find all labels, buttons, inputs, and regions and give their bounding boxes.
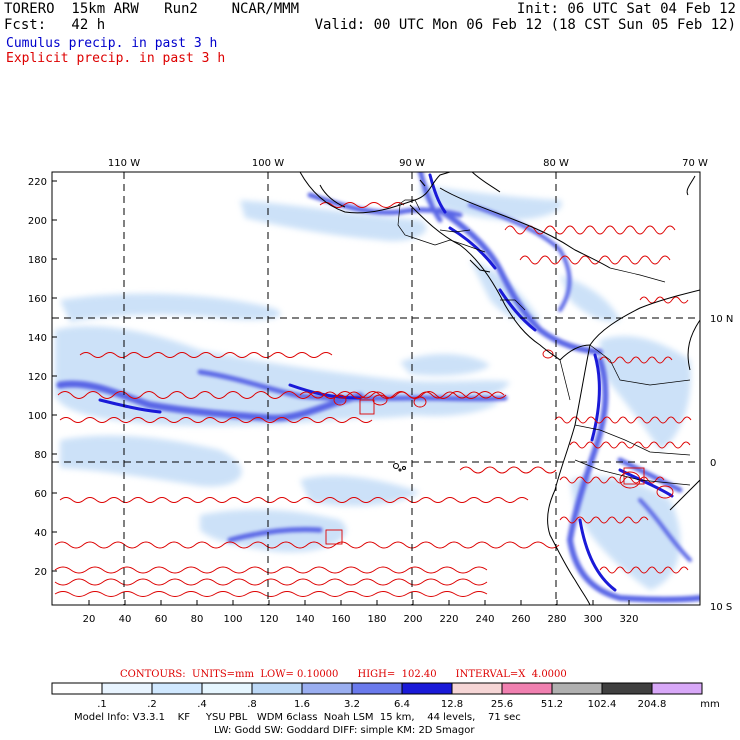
model-info: Model Info: V3.3.1 KF YSU PBL WDM 6class…: [74, 712, 521, 723]
colorbar-label: .8: [247, 699, 257, 710]
x-tick-label: 80: [191, 614, 204, 625]
map-frame-border: [51, 171, 701, 606]
colorbar-label: 6.4: [394, 699, 410, 710]
cumulus-precip-light: [55, 185, 691, 590]
contours-info: CONTOURS: UNITS=mm LOW= 0.10000 HIGH= 10…: [120, 669, 567, 680]
x-tick-label: 280: [547, 614, 566, 625]
colorbar-label: 1.6: [294, 699, 310, 710]
colorbar-swatch: [651, 682, 703, 695]
colorbar-label: 25.6: [491, 699, 513, 710]
init-time: Init: 06 UTC Sat 04 Feb 12: [516, 1, 736, 17]
colorbar-swatch: [51, 682, 103, 695]
lon-label: 100 W: [252, 158, 284, 169]
lat-label: 0: [710, 458, 716, 469]
x-tick-label: 60: [155, 614, 168, 625]
contours-interval: INTERVAL=X 4.0000: [455, 669, 567, 680]
colorbar-swatch: [351, 682, 403, 695]
field-label-explicit: Explicit precip. in past 3 h: [6, 51, 226, 66]
valid-time: Valid: 00 UTC Mon 06 Feb 12 (18 CST Sun …: [314, 17, 736, 33]
colorbar-swatch: [101, 682, 153, 695]
field-label-cumulus: Cumulus precip. in past 3 h: [6, 36, 218, 51]
y-tick-label: 160: [28, 294, 47, 305]
colorbar-label: .1: [97, 699, 107, 710]
colorbar-swatch: [251, 682, 303, 695]
colorbar-label: 12.8: [441, 699, 463, 710]
x-tick-label: 120: [259, 614, 278, 625]
colorbar-swatch: [551, 682, 603, 695]
y-tick-label: 220: [28, 177, 47, 188]
x-tick-label: 20: [83, 614, 96, 625]
x-tick-label: 220: [439, 614, 458, 625]
x-tick-label: 320: [619, 614, 638, 625]
y-tick-label: 200: [28, 216, 47, 227]
x-tick-label: 160: [331, 614, 350, 625]
colorbar-label: .4: [197, 699, 207, 710]
colorbar-swatch: [401, 682, 453, 695]
lon-label: 110 W: [108, 158, 140, 169]
lon-label: 80 W: [543, 158, 569, 169]
contours-label: CONTOURS:: [120, 669, 186, 680]
colorbar: .1 .2 .4 .8 1.6 3.2 6.4 12.8 25.6 51.2 102.4 204.8 m…: [51, 682, 720, 710]
lon-label: 90 W: [399, 158, 425, 169]
x-tick-label: 180: [367, 614, 386, 625]
colorbar-label: .2: [147, 699, 157, 710]
colorbar-label: 102.4: [588, 699, 617, 710]
colorbar-swatch: [151, 682, 203, 695]
x-tick-label: 140: [295, 614, 314, 625]
x-tick-label: 200: [403, 614, 422, 625]
colorbar-unit: mm: [700, 699, 719, 710]
colorbar-label: 204.8: [638, 699, 667, 710]
colorbar-label: 3.2: [344, 699, 360, 710]
y-tick-label: 80: [34, 450, 47, 461]
explicit-precip-contours: [54, 202, 692, 597]
x-tick-label: 240: [475, 614, 494, 625]
x-tick-label: 100: [223, 614, 242, 625]
contours-low: LOW= 0.10000: [260, 669, 339, 680]
x-tick-label: 300: [583, 614, 602, 625]
lat-label: 10 N: [710, 314, 733, 325]
country-borders: [397, 199, 691, 486]
y-tick-label: 180: [28, 255, 47, 266]
y-tick-label: 40: [34, 528, 47, 539]
forecast-hour: Fcst: 42 h: [4, 17, 106, 33]
colorbar-swatch: [601, 682, 653, 695]
x-tick-label: 40: [119, 614, 132, 625]
cumulus-precip-core: [98, 173, 674, 592]
colorbar-swatch: [201, 682, 253, 695]
model-title: TORERO 15km ARW Run2 NCAR/MMM: [4, 1, 300, 17]
y-tick-label: 20: [34, 567, 47, 578]
contours-high: HIGH= 102.40: [357, 669, 437, 680]
y-tick-label: 60: [34, 489, 47, 500]
x-tick-label: 260: [511, 614, 530, 625]
colorbar-swatch: [301, 682, 353, 695]
axis-ticks: 220 200 180 160 140 120 100 80 60 40 20 20 40 60 80 100…: [28, 158, 733, 625]
physics-info: LW: Godd SW: Goddard DIFF: simple KM: 2D…: [214, 725, 475, 736]
lat-label: 10 S: [710, 602, 732, 613]
colorbar-swatch: [501, 682, 553, 695]
coastlines: [299, 172, 700, 605]
lon-label: 70 W: [682, 158, 708, 169]
contours-units: UNITS=mm: [192, 669, 255, 680]
y-tick-label: 100: [28, 411, 47, 422]
y-tick-label: 140: [28, 333, 47, 344]
colorbar-label: 51.2: [541, 699, 563, 710]
y-tick-label: 120: [28, 372, 47, 383]
graticule: [52, 172, 700, 605]
colorbar-swatch: [451, 682, 503, 695]
